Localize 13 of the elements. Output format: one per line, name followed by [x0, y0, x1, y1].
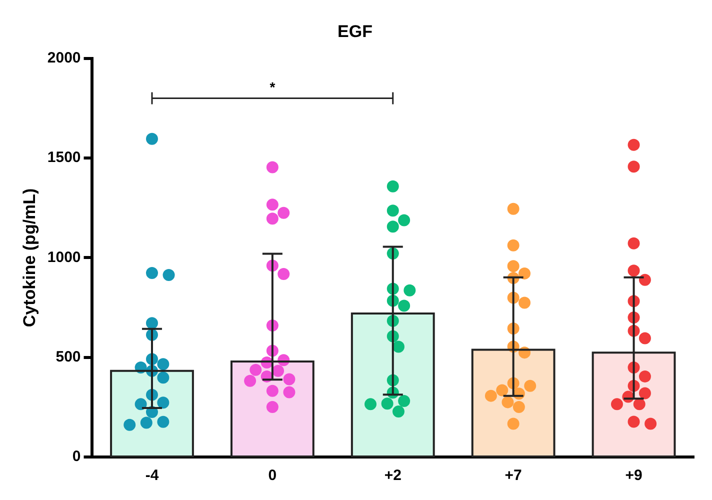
- y-tick-label: 2000: [47, 50, 81, 67]
- y-tick-label: 1500: [47, 149, 81, 166]
- x-tick-label: -4: [145, 467, 160, 484]
- y-tick-label: 0: [72, 448, 81, 466]
- x-tick-label: +7: [504, 467, 522, 484]
- x-tick-label: +9: [625, 467, 642, 484]
- x-tick-label: 0: [268, 467, 277, 484]
- annotation: *: [270, 79, 276, 96]
- y-tick-label: 500: [56, 348, 81, 366]
- y-tick-label: 1000: [47, 248, 81, 266]
- chart-title: EGF: [338, 22, 372, 41]
- y-axis-title: Cytokine (pg/mL): [20, 188, 39, 328]
- x-tick-label: +2: [384, 467, 402, 484]
